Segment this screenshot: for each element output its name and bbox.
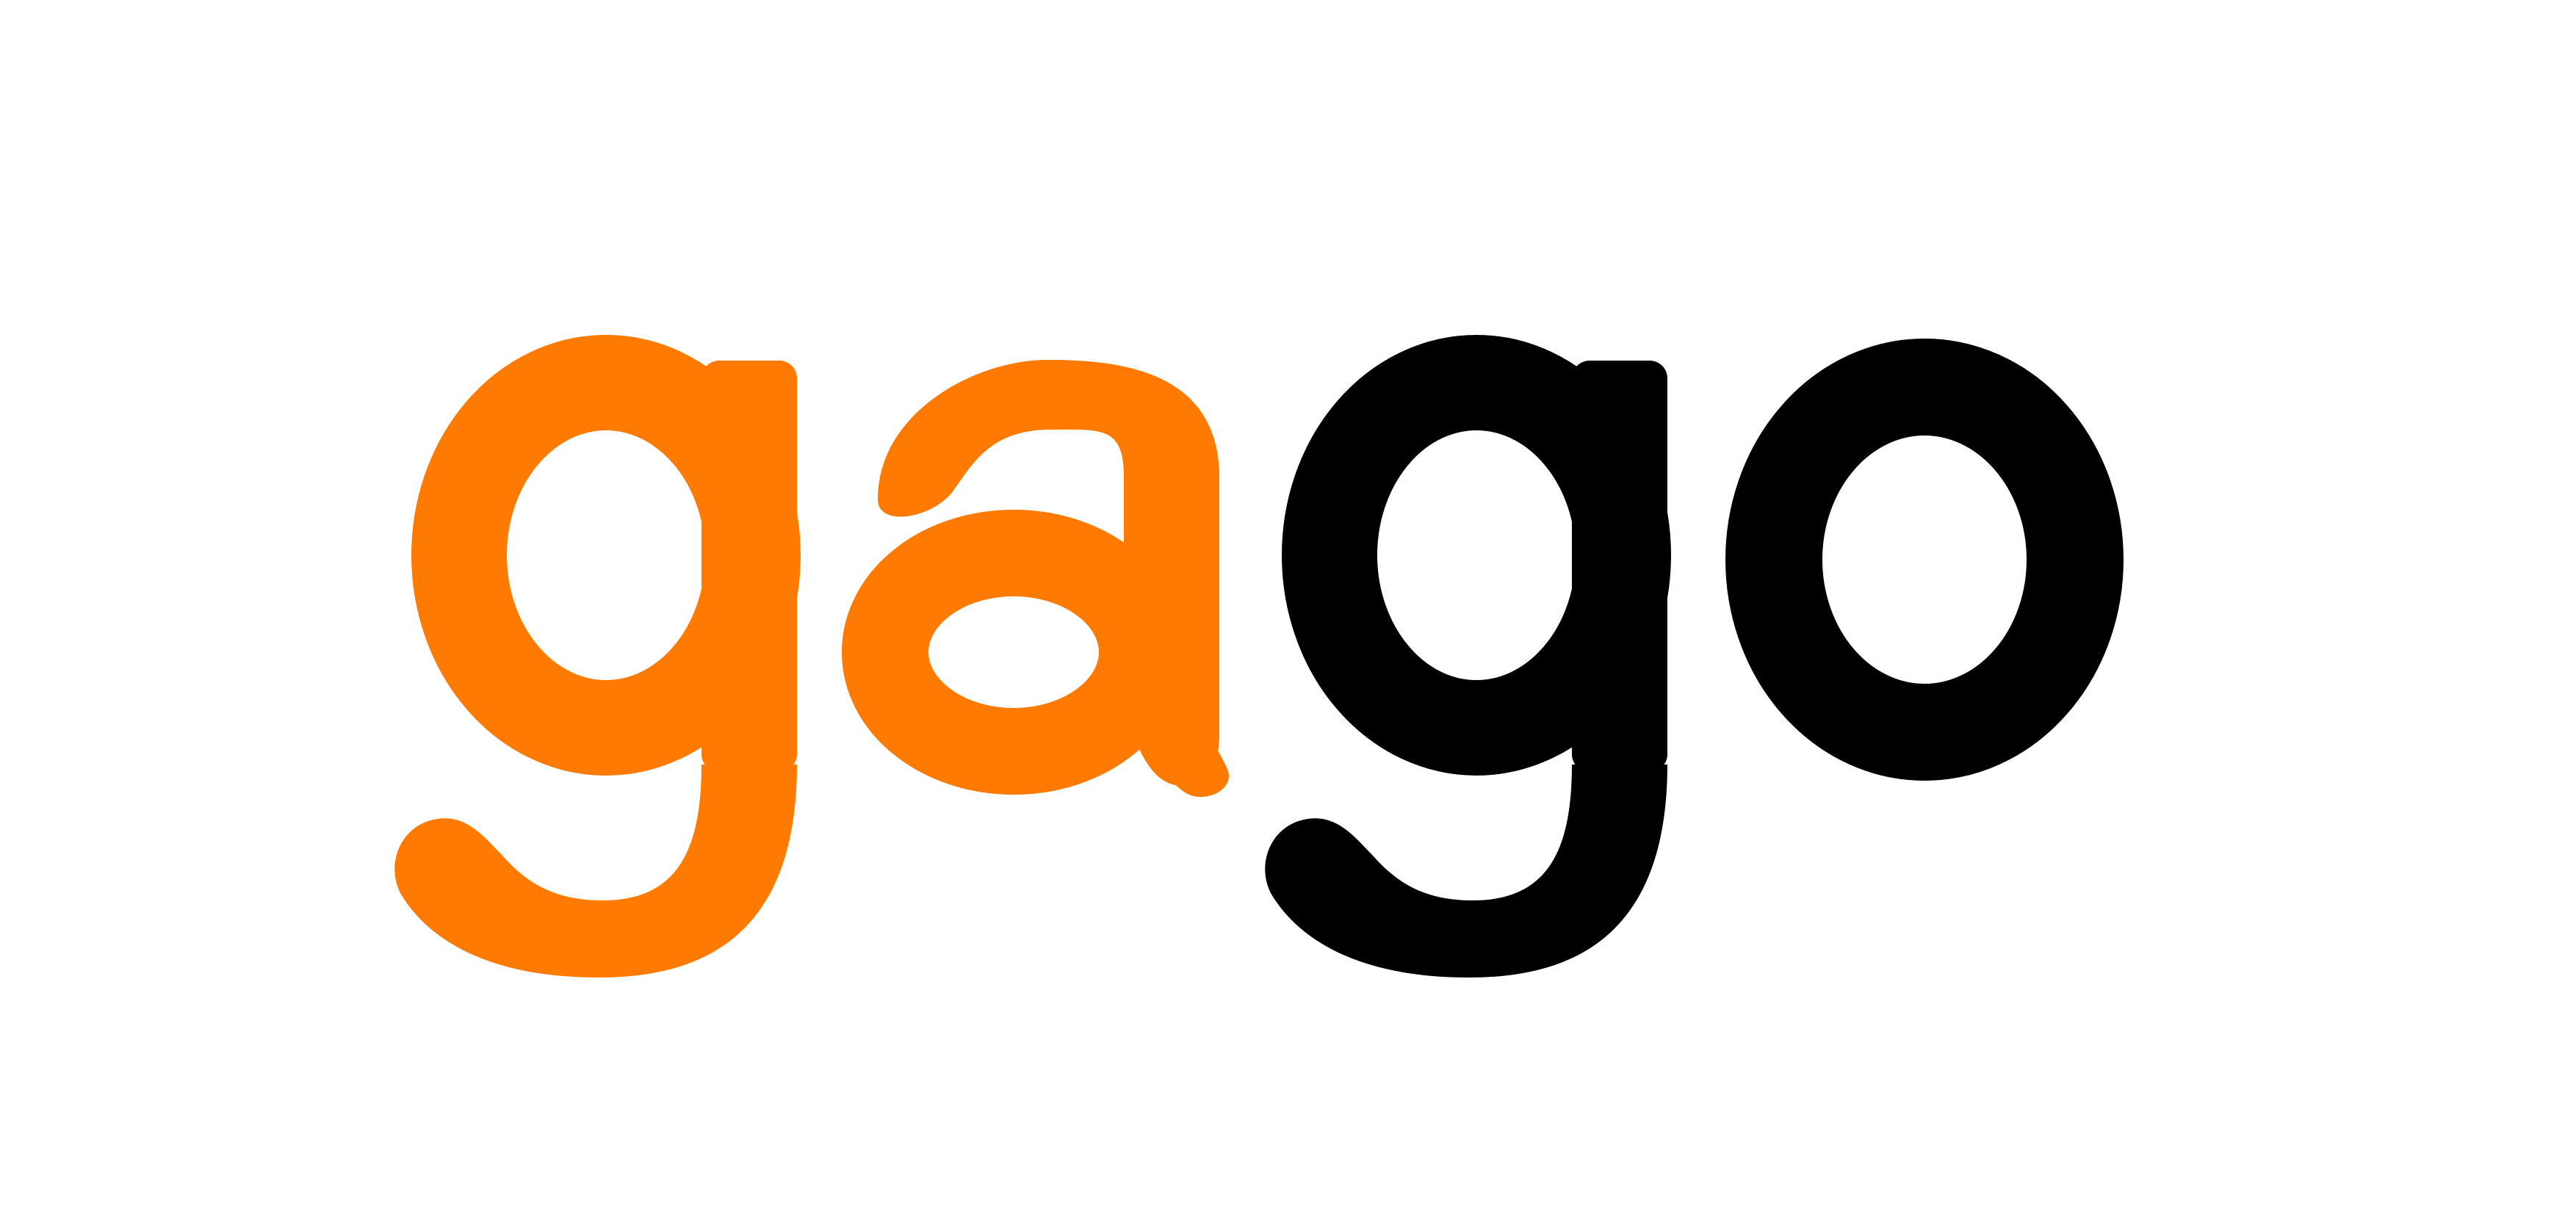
letter-g-orange (394, 361, 797, 978)
letter-o-black (1725, 339, 2124, 781)
letter-g-black (1265, 361, 1667, 978)
letter-a-orange (842, 360, 1229, 798)
